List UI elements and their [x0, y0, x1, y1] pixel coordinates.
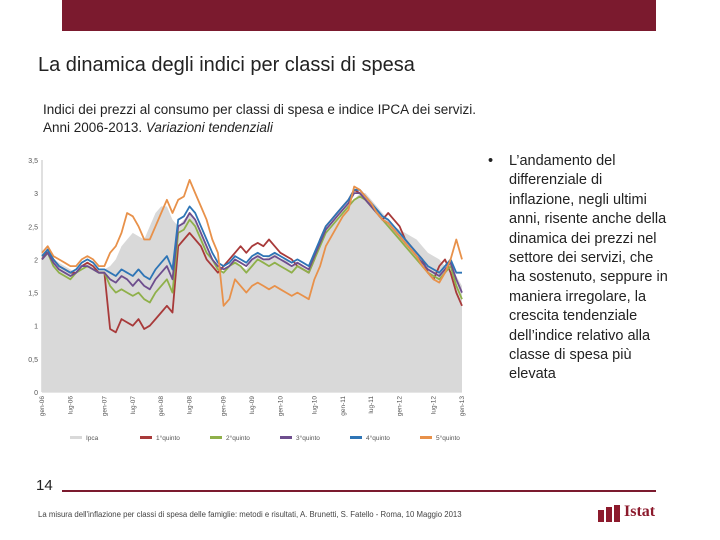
subtitle-line-1: Indici dei prezzi al consumo per classi …	[43, 102, 476, 117]
series-line-5	[41, 178, 463, 307]
bottom-divider	[62, 490, 656, 492]
x-tick-label: lug-12	[431, 396, 438, 414]
x-tick-label: gen-12	[397, 396, 404, 417]
x-tick-label: gen-06	[39, 396, 46, 417]
legend-label: 4°quinto	[366, 434, 390, 442]
x-tick-label: lug-09	[249, 396, 256, 414]
subtitle-line-2: Anni 2006-2013. Variazioni tendenziali	[43, 119, 603, 137]
legend-label: 3°quinto	[296, 434, 320, 442]
x-tick-label: lug-06	[67, 396, 74, 414]
istat-logo-icon	[598, 505, 620, 522]
legend-swatch	[140, 436, 152, 439]
y-tick-label: 3,5	[28, 158, 38, 165]
chart-subtitle: Indici dei prezzi al consumo per classi …	[43, 101, 603, 137]
x-tick-label: gen-09	[221, 396, 228, 417]
x-tick-label: lug-10	[311, 396, 318, 414]
legend-swatch	[280, 436, 292, 439]
bullet-marker: •	[488, 153, 494, 169]
legend-label: Ipca	[86, 435, 99, 442]
legend-swatch	[420, 436, 432, 439]
legend-label: 2°quinto	[226, 434, 250, 442]
x-tick-label: gen-13	[459, 396, 466, 417]
bullet-text: L’andamento del differenziale di inflazi…	[509, 153, 668, 383]
y-tick-label: 1	[34, 324, 38, 331]
legend-label: 1°quinto	[156, 434, 180, 442]
series-area-ipca	[42, 193, 462, 392]
series-line-4	[41, 188, 462, 281]
y-tick-label: 0	[34, 390, 38, 397]
istat-logo: Istat	[598, 503, 660, 523]
subtitle-variations: Variazioni tendenziali	[145, 120, 273, 135]
x-tick-label: gen-11	[340, 396, 347, 416]
y-tick-label: 0,5	[28, 357, 38, 364]
x-tick-label: gen-08	[158, 396, 165, 417]
legend-swatch	[350, 436, 362, 439]
top-banner	[62, 0, 656, 31]
x-tick-label: lug-08	[187, 396, 194, 414]
series-line-2	[41, 195, 463, 304]
istat-logo-text: Istat	[624, 503, 656, 520]
legend-label: 5°quinto	[436, 434, 460, 442]
subtitle-years: Anni 2006-2013.	[43, 120, 146, 135]
x-tick-label: lug-07	[130, 396, 137, 414]
x-tick-label: gen-07	[101, 396, 108, 417]
legend-swatch	[70, 436, 82, 439]
slide-title: La dinamica degli indici per classi di s…	[38, 54, 415, 76]
y-tick-label: 3	[34, 191, 38, 198]
page-number: 14	[36, 477, 53, 494]
x-tick-label: gen-10	[277, 396, 284, 417]
series-line-1	[41, 188, 463, 334]
y-tick-label: 1,5	[28, 291, 38, 298]
footer-citation: La misura dell'inflazione per classi di …	[38, 510, 462, 519]
x-tick-label: lug-11	[368, 396, 375, 414]
y-tick-label: 2,5	[28, 224, 38, 231]
y-tick-label: 2	[34, 257, 38, 264]
legend-swatch	[210, 436, 222, 439]
